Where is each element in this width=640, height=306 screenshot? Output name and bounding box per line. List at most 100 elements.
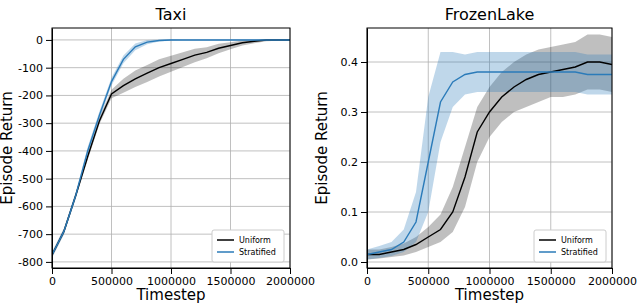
tick: 0.4 — [341, 56, 368, 69]
grid-line — [52, 206, 290, 207]
tick-mark — [52, 268, 53, 274]
legend-label: Uniform — [561, 236, 593, 245]
grid-line — [52, 123, 290, 124]
tick-mark — [428, 268, 429, 274]
y-axis-title: Episode Return — [313, 91, 331, 204]
error-band — [367, 35, 612, 260]
legend-swatch — [539, 239, 556, 241]
chart-title: FrozenLake — [445, 5, 535, 24]
legend: Uniform Stratified — [534, 230, 606, 262]
tick-label: 500000 — [408, 275, 450, 288]
tick-mark — [46, 40, 52, 41]
tick-label: 1500000 — [207, 275, 256, 288]
legend-box — [534, 230, 606, 262]
y-axis: -800 -700 -600 -500 -400 -300 -200 -100 0 — [18, 29, 52, 269]
tick-label: 0.2 — [341, 156, 359, 169]
tick: -500 — [18, 173, 52, 186]
tick-mark — [490, 268, 491, 274]
legend-box — [212, 230, 284, 262]
grid-line — [367, 212, 612, 213]
y-axis-title: Episode Return — [0, 91, 16, 204]
tick-mark — [171, 268, 172, 274]
tick: 500000 — [408, 268, 450, 288]
tick-mark — [46, 95, 52, 96]
tick: 0.0 — [341, 256, 368, 269]
axis-line — [367, 29, 368, 269]
tick: 1500000 — [207, 268, 256, 288]
legend-label: Stratified — [239, 248, 276, 257]
tick-label: 0 — [49, 275, 56, 288]
tick-label: -600 — [18, 200, 43, 213]
tick: -100 — [18, 62, 52, 75]
tick-label: -200 — [18, 89, 43, 102]
chart-panel: 0 500000 1000000 1500000 2000000 -800 -700 -600… — [0, 5, 315, 304]
tick-label: 0.4 — [341, 56, 359, 69]
tick-label: 0.1 — [341, 206, 359, 219]
tick-label: 2000000 — [266, 275, 315, 288]
tick: 0 — [36, 34, 52, 47]
legend: Uniform Stratified — [212, 230, 284, 262]
tick: -400 — [18, 145, 52, 158]
tick: 1500000 — [527, 268, 576, 288]
tick-mark — [46, 68, 52, 69]
plot-frame — [52, 28, 290, 268]
x-axis: 0 500000 1000000 1500000 2000000 — [364, 268, 637, 288]
series-line — [52, 40, 290, 255]
tick-mark — [290, 268, 291, 274]
x-axis-title: Timestep — [454, 286, 524, 304]
series-line — [52, 40, 290, 255]
error-band — [367, 52, 612, 260]
tick-mark — [231, 268, 232, 274]
chart-panel: 0 500000 1000000 1500000 2000000 0.0 0.1 0.2 0.3… — [313, 5, 637, 304]
tick: 0.3 — [341, 106, 368, 119]
tick: -800 — [18, 256, 52, 269]
error-band — [52, 39, 290, 258]
tick-label: -800 — [18, 256, 43, 269]
tick-mark — [112, 268, 113, 274]
chart-title: Taxi — [155, 5, 187, 24]
series-line — [367, 62, 612, 255]
legend-swatch — [217, 251, 234, 253]
legend-label: Uniform — [239, 236, 271, 245]
tick-label: -100 — [18, 62, 43, 75]
tick-label: 0.0 — [341, 256, 359, 269]
grid — [52, 28, 290, 268]
plot-frame — [367, 28, 612, 268]
tick: 0 — [364, 268, 371, 288]
axis-line — [52, 29, 53, 269]
tick-mark — [46, 234, 52, 235]
tick-label: -400 — [18, 145, 43, 158]
plot-area — [52, 39, 290, 258]
tick-label: 1500000 — [527, 275, 576, 288]
tick-label: -700 — [18, 228, 43, 241]
tick: 2000000 — [588, 268, 637, 288]
figure: 0 500000 1000000 1500000 2000000 -800 -700 -600… — [0, 0, 640, 306]
tick: -700 — [18, 228, 52, 241]
tick: 1000000 — [147, 268, 196, 288]
tick-mark — [612, 268, 613, 274]
tick: 1000000 — [466, 268, 515, 288]
legend-label: Stratified — [561, 248, 598, 257]
tick-mark — [46, 179, 52, 180]
tick: -300 — [18, 117, 52, 130]
tick-label: -500 — [18, 173, 43, 186]
grid-line — [52, 178, 290, 179]
legend-swatch — [217, 239, 234, 241]
tick: 2000000 — [266, 268, 315, 288]
tick: 500000 — [91, 268, 133, 288]
tick-mark — [361, 262, 367, 263]
tick-mark — [361, 162, 367, 163]
legend-swatch — [539, 251, 556, 253]
tick-label: 500000 — [91, 275, 133, 288]
tick: -600 — [18, 200, 52, 213]
tick-mark — [46, 123, 52, 124]
tick: -200 — [18, 89, 52, 102]
tick: 0 — [49, 268, 56, 288]
grid — [367, 28, 612, 268]
error-band — [52, 39, 290, 258]
tick-label: 0 — [36, 34, 43, 47]
tick-mark — [361, 62, 367, 63]
tick-mark — [46, 262, 52, 263]
tick-label: -300 — [18, 117, 43, 130]
tick-label: 0 — [364, 275, 371, 288]
